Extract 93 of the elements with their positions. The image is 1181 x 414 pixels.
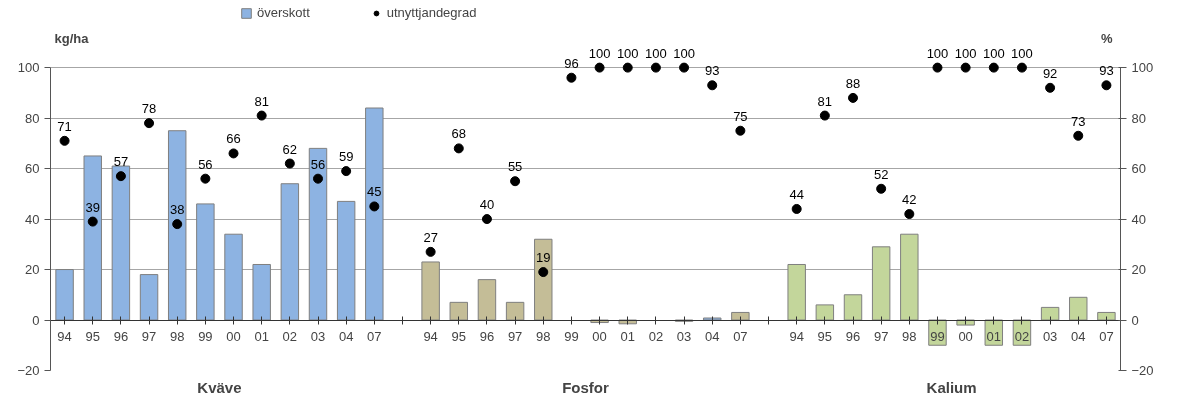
x-tick-label: 95 — [85, 329, 100, 345]
y-axis-title: kg/ha — [54, 30, 90, 46]
x-tick-label: 01 — [254, 329, 269, 345]
data-label: 78 — [141, 101, 157, 117]
x-tick-label: 95 — [817, 329, 833, 345]
data-label: 96 — [564, 55, 579, 71]
x-tick-label: 04 — [1071, 329, 1086, 345]
data-label: 100 — [954, 45, 977, 61]
x-tick-label: 96 — [845, 329, 861, 345]
x-tick-label: 98 — [902, 329, 917, 345]
data-label: 40 — [479, 197, 495, 213]
data-label: 92 — [1042, 65, 1058, 81]
x-tick-label: 01 — [986, 329, 1002, 345]
data-label: 81 — [817, 93, 833, 109]
y2-tick-label: 100 — [1131, 60, 1154, 76]
x-tick-label: 04 — [704, 329, 720, 345]
data-label: 45 — [367, 184, 382, 200]
data-label: 19 — [536, 250, 551, 266]
y-tick-label: 100 — [17, 60, 40, 76]
x-tick-label: 04 — [338, 329, 354, 345]
y-tick-label: 20 — [25, 262, 40, 278]
data-label: 100 — [616, 45, 639, 61]
y2-tick-label: 0 — [1131, 312, 1139, 328]
legend-label: utnyttjandegrad — [386, 5, 477, 20]
data-label: 100 — [982, 45, 1005, 61]
data-label: 56 — [198, 156, 213, 172]
x-tick-label: 99 — [930, 329, 945, 345]
y2-tick-label: 20 — [1131, 262, 1146, 278]
data-label: 57 — [113, 154, 129, 170]
data-label: 100 — [1011, 45, 1033, 61]
data-label: 93 — [1099, 63, 1114, 79]
data-label: 81 — [254, 93, 269, 109]
data-label: 38 — [169, 202, 185, 218]
data-label: 100 — [673, 45, 695, 61]
data-label: 59 — [338, 149, 354, 165]
y2-axis-title: % — [1100, 30, 1113, 46]
x-tick-label: 02 — [1014, 329, 1030, 345]
y-tick-label: 60 — [25, 161, 40, 177]
data-label: 27 — [423, 229, 438, 245]
data-label: 66 — [226, 131, 241, 147]
x-tick-label: 02 — [282, 329, 298, 345]
x-tick-label: 03 — [310, 329, 326, 345]
x-tick-label: 02 — [648, 329, 664, 345]
y2-tick-label: 60 — [1131, 161, 1146, 177]
data-label: 100 — [926, 45, 949, 61]
data-label: 100 — [588, 45, 611, 61]
x-tick-label: 00 — [958, 329, 973, 345]
y-tick-label: 0 — [32, 312, 40, 328]
legend-label: överskott — [257, 5, 310, 20]
y2-tick-label: −20 — [1131, 363, 1154, 378]
data-label: 88 — [845, 75, 861, 91]
x-tick-label: 00 — [226, 329, 241, 345]
data-label: 44 — [789, 186, 804, 202]
x-tick-label: 99 — [198, 329, 213, 345]
data-label: 93 — [704, 63, 720, 79]
data-label: 73 — [1071, 113, 1086, 129]
x-tick-label: 98 — [169, 329, 185, 345]
data-label: 39 — [85, 199, 100, 215]
x-tick-label: 97 — [507, 329, 523, 345]
text: Kalium — [926, 378, 977, 396]
data-label: 100 — [645, 45, 667, 61]
data-label: 55 — [507, 159, 523, 175]
text: Kväve — [197, 378, 242, 396]
x-tick-label: 03 — [1042, 329, 1058, 345]
x-tick-label: 97 — [873, 329, 889, 345]
y2-tick-label: 80 — [1131, 110, 1146, 126]
x-tick-label: 94 — [789, 329, 804, 345]
x-tick-label: 03 — [676, 329, 692, 345]
x-tick-label: 94 — [57, 329, 72, 345]
data-label: 56 — [310, 156, 326, 172]
x-tick-label: 07 — [733, 329, 748, 345]
data-label: 42 — [902, 192, 917, 208]
x-tick-label: 98 — [536, 329, 551, 345]
y-tick-label: 80 — [25, 110, 40, 126]
x-tick-label: 01 — [620, 329, 635, 345]
x-tick-label: 96 — [479, 329, 495, 345]
x-tick-label: 96 — [113, 329, 129, 345]
data-label: 68 — [451, 126, 467, 142]
x-tick-label: 07 — [1099, 329, 1114, 345]
x-tick-label: 95 — [451, 329, 467, 345]
x-tick-label: 07 — [367, 329, 382, 345]
data-label: 75 — [733, 108, 748, 124]
x-tick-label: 99 — [564, 329, 579, 345]
y2-tick-label: 40 — [1131, 211, 1146, 227]
data-label: 52 — [873, 166, 889, 182]
x-tick-label: 00 — [592, 329, 607, 345]
x-tick-label: 94 — [423, 329, 438, 345]
y-tick-label: 40 — [25, 211, 40, 227]
data-label: 71 — [57, 118, 72, 134]
x-tick-label: 97 — [141, 329, 157, 345]
data-label: 62 — [282, 141, 298, 157]
y-tick-label: −20 — [17, 363, 40, 378]
text: Fosfor — [562, 378, 609, 396]
